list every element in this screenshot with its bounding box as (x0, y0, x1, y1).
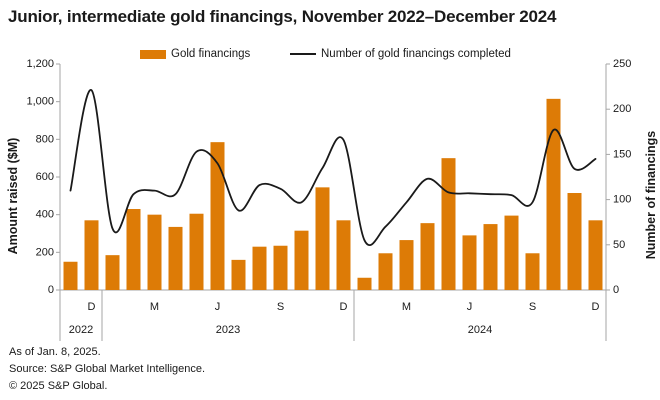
left-axis-tick-label: 800 (36, 133, 54, 145)
legend-bar-label: Gold financings (171, 48, 251, 60)
right-axis-tick-label: 250 (613, 58, 631, 70)
gold-financings-bar (336, 220, 351, 290)
copyright-note: © 2025 S&P Global. (9, 380, 108, 392)
month-tick-label: J (467, 301, 473, 313)
year-label: 2023 (216, 324, 240, 336)
right-axis-tick-label: 50 (613, 239, 625, 251)
gold-financings-bar (420, 223, 435, 290)
gold-financings-bar (147, 214, 162, 290)
gold-financings-bar (462, 235, 477, 290)
gold-financings-bar (378, 253, 393, 290)
source-note: Source: S&P Global Market Intelligence. (9, 363, 206, 375)
gold-financings-bar (231, 259, 246, 290)
right-axis-tick-label: 150 (613, 148, 631, 160)
month-tick-label: S (529, 301, 536, 313)
month-tick-label: D (592, 301, 600, 313)
left-axis-tick-label: 0 (48, 284, 54, 296)
gold-financings-bar (567, 193, 582, 290)
left-axis-tick-label: 600 (36, 171, 54, 183)
month-tick-label: J (215, 301, 221, 313)
left-axis-tick-label: 200 (36, 246, 54, 258)
gold-financings-bar (441, 158, 456, 290)
month-tick-label: S (277, 301, 284, 313)
chart-footer: As of Jan. 8, 2025. Source: S&P Global M… (9, 344, 205, 395)
gold-financings-bar (294, 230, 309, 290)
gold-financings-bar (168, 226, 183, 290)
gold-financings-bar (210, 142, 225, 290)
gold-financings-bar (273, 245, 288, 290)
left-axis-tick-label: 1,000 (26, 96, 54, 108)
gold-financings-bar (588, 220, 603, 290)
gold-financings-bar (357, 277, 372, 290)
gold-financings-bar (189, 213, 204, 290)
chart-title: Junior, intermediate gold financings, No… (8, 7, 557, 26)
right-axis-tick-label: 0 (613, 284, 619, 296)
gold-financings-bar (315, 187, 330, 290)
gold-financings-bar (252, 246, 267, 290)
gold-financings-bar (126, 209, 141, 290)
left-axis-title: Amount raised ($M) (6, 138, 20, 255)
right-axis-title: Number of financings (644, 131, 658, 260)
as-of-note: As of Jan. 8, 2025. (9, 346, 101, 358)
line-series-swatch-icon (290, 53, 316, 55)
gold-financings-bar (105, 255, 120, 290)
right-axis-tick-label: 200 (613, 103, 631, 115)
gold-financings-bar (84, 220, 99, 290)
left-axis-tick-label: 400 (36, 209, 54, 221)
gold-financings-bar (483, 224, 498, 290)
year-label: 2024 (468, 324, 492, 336)
left-axis-tick-label: 1,200 (26, 58, 54, 70)
legend-item-number-completed: Number of gold financings completed (290, 46, 511, 62)
gold-financings-bar (63, 261, 78, 290)
bar-series-swatch-icon (140, 49, 166, 59)
gold-financings-bar (399, 240, 414, 290)
gold-financings-bar (546, 98, 561, 290)
gold-financings-bar (504, 215, 519, 290)
month-tick-label: M (402, 301, 411, 313)
right-axis-tick-label: 100 (613, 194, 631, 206)
number-of-financings-line (69, 89, 597, 247)
gold-financings-bar (525, 253, 540, 290)
month-tick-label: D (88, 301, 96, 313)
month-tick-label: D (340, 301, 348, 313)
year-label: 2022 (69, 324, 93, 336)
legend-item-gold-financings: Gold financings (140, 46, 250, 62)
month-tick-label: M (150, 301, 159, 313)
legend-line-label: Number of gold financings completed (321, 48, 511, 60)
